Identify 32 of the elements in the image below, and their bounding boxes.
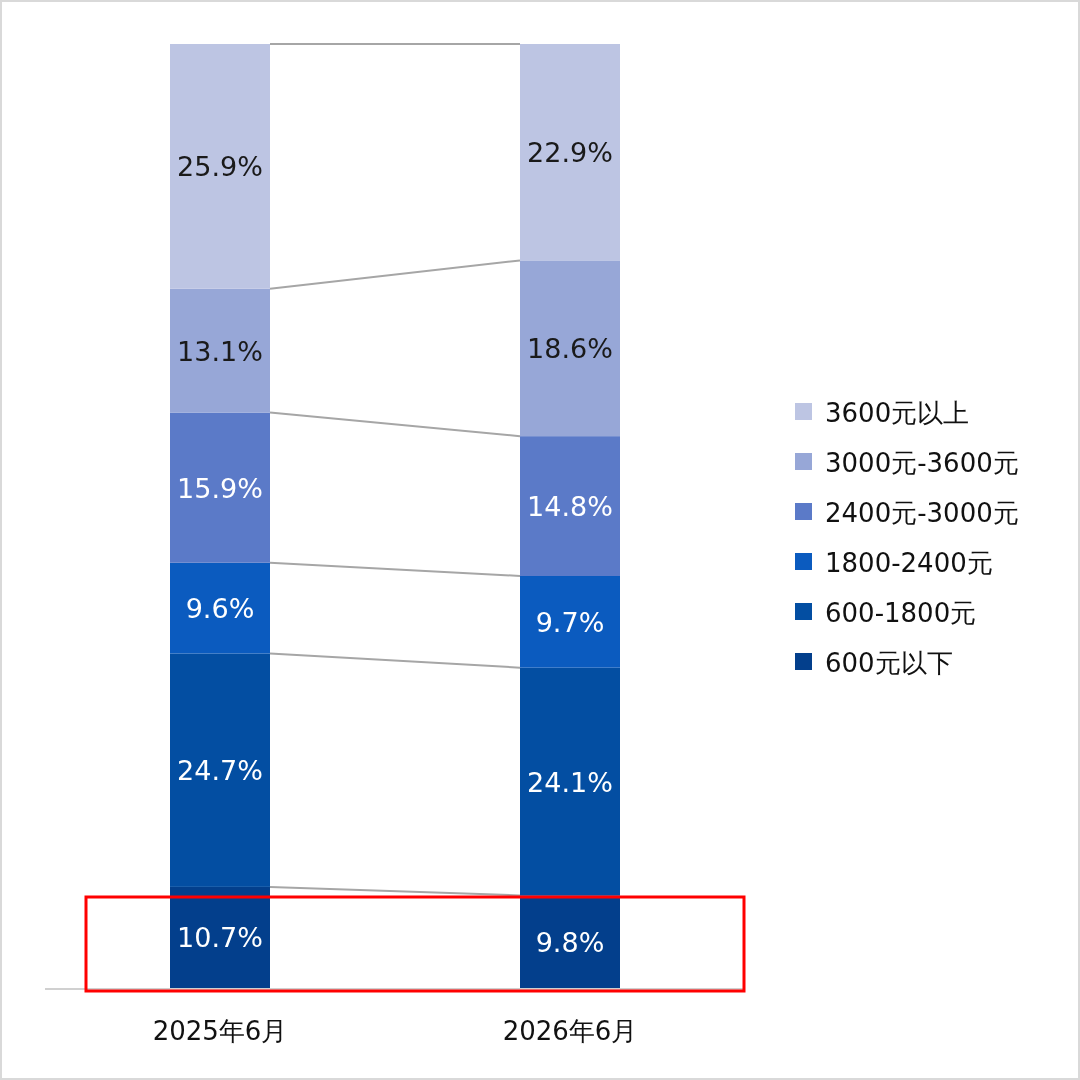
legend-label: 1800-2400元	[825, 548, 993, 578]
legend-label: 600元以下	[825, 648, 953, 678]
x-tick-label: 2026年6月	[502, 1016, 638, 1046]
bar	[520, 260, 620, 437]
bar	[170, 886, 270, 988]
legend-label: 2400元-3000元	[825, 498, 1019, 528]
data-label: 14.8%	[527, 491, 613, 523]
bar	[170, 288, 270, 413]
data-label: 24.1%	[527, 766, 613, 798]
data-label: 25.9%	[177, 151, 263, 183]
data-label: 15.9%	[177, 472, 263, 504]
legend-label: 600-1800元	[825, 598, 977, 628]
bar	[170, 44, 270, 289]
bar	[520, 667, 620, 896]
legend-label: 3000元-3600元	[825, 448, 1019, 478]
bar	[170, 562, 270, 654]
bar	[170, 412, 270, 563]
bar	[520, 44, 620, 261]
bar	[170, 653, 270, 887]
legend-label: 3600元以上	[825, 398, 970, 428]
data-label: 22.9%	[527, 137, 613, 169]
bar	[520, 576, 620, 668]
data-label: 24.7%	[177, 755, 263, 787]
bar	[520, 895, 620, 988]
data-label: 9.7%	[535, 606, 605, 638]
data-label: 9.6%	[185, 593, 255, 625]
bar	[520, 436, 620, 576]
data-label: 10.7%	[177, 922, 263, 954]
data-label: 9.8%	[535, 926, 605, 958]
x-tick-label: 2025年6月	[152, 1016, 288, 1046]
data-label: 18.6%	[527, 333, 613, 365]
data-label: 13.1%	[177, 335, 263, 367]
